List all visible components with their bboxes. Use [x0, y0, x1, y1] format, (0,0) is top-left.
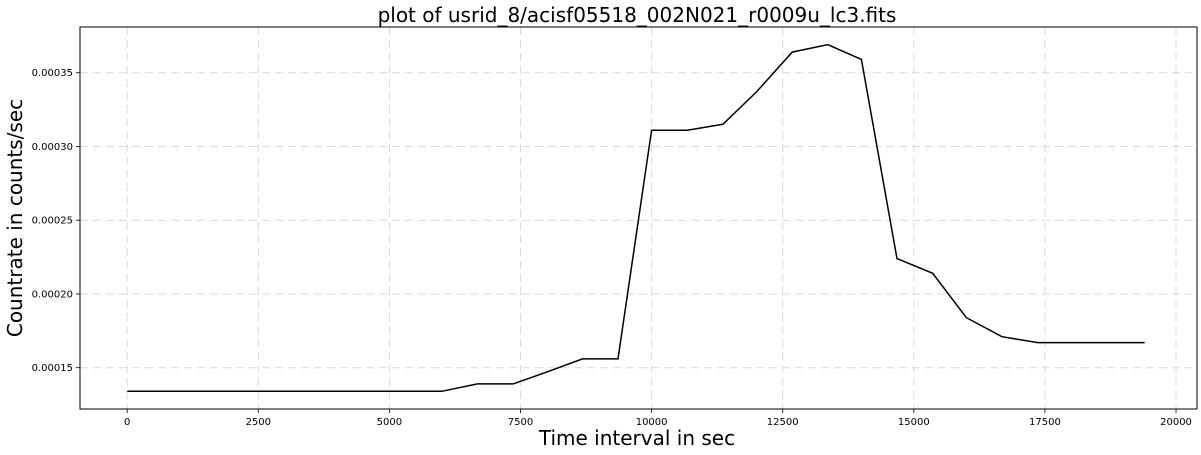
- series-layer: [127, 43, 1145, 393]
- grid: [80, 27, 1197, 409]
- x-tick-label: 7500: [508, 417, 533, 428]
- x-tick-label: 2500: [246, 417, 271, 428]
- x-axis-label: Time interval in sec: [538, 426, 735, 450]
- y-axis-label: Countrate in counts/sec: [3, 99, 27, 337]
- y-tick-label: 0.00030: [32, 142, 73, 153]
- x-tick-label: 20000: [1160, 417, 1192, 428]
- y-tick-label: 0.00025: [32, 216, 73, 227]
- x-axis: 0 2500 5000 7500 10000 12500 15000 17500 20000: [124, 409, 1192, 428]
- y-tick-label: 0.00020: [32, 289, 73, 300]
- y-tick-label: 0.00035: [32, 68, 73, 79]
- x-tick-label: 0: [124, 417, 130, 428]
- plot-area: [79, 26, 1198, 410]
- y-tick-label: 0.00015: [32, 363, 73, 374]
- x-tick-label: 5000: [377, 417, 402, 428]
- y-axis: 0.00015 0.00020 0.00025 0.00030 0.00035: [32, 68, 80, 374]
- series-line: [127, 43, 1145, 393]
- x-tick-label: 12500: [767, 417, 799, 428]
- chart-title: plot of usrid_8/acisf05518_002N021_r0009…: [378, 3, 897, 27]
- x-tick-label: 17500: [1029, 417, 1061, 428]
- x-tick-label: 10000: [636, 417, 668, 428]
- x-tick-label: 15000: [898, 417, 930, 428]
